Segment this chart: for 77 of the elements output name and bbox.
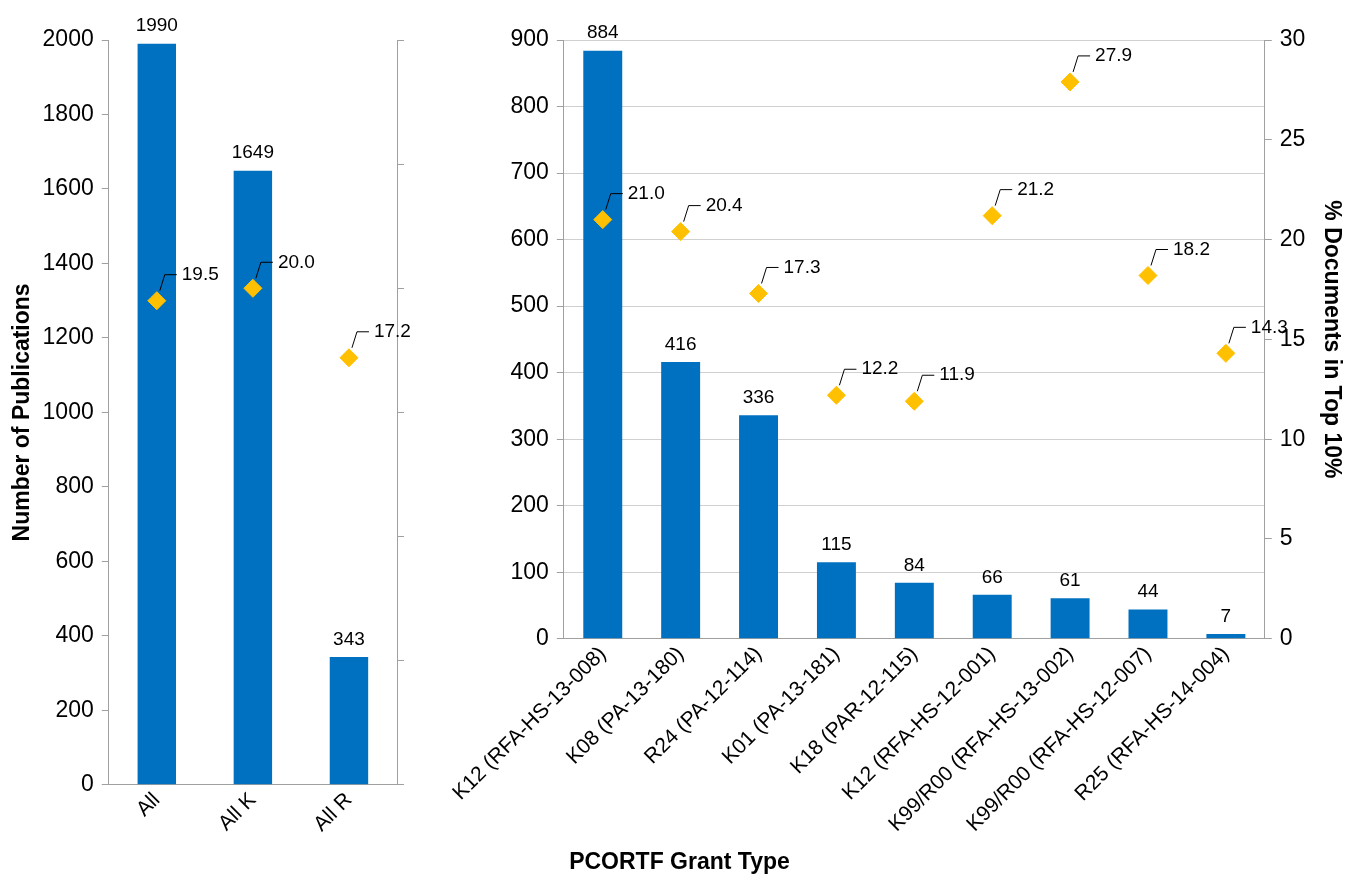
data-label: 44: [1137, 580, 1159, 602]
y-tick-label: 400: [510, 357, 549, 384]
bar: [1206, 634, 1246, 639]
point: [1216, 343, 1236, 363]
y2-tick-label: 20: [1279, 224, 1306, 251]
y2-axis-title: % Documents in Top 10%: [1319, 200, 1346, 479]
data-label: 12.2: [861, 357, 899, 379]
data-label: 7: [1220, 604, 1232, 626]
data-label: 17.3: [783, 255, 821, 277]
data-label: 416: [664, 332, 697, 354]
data-label: 1649: [231, 141, 275, 163]
point: [593, 210, 613, 230]
y-tick-label: 500: [510, 291, 549, 318]
bar: [233, 170, 273, 785]
y-tick-label: 1400: [42, 248, 94, 275]
data-label: 19.5: [181, 262, 219, 284]
y-tick-label: 400: [55, 621, 94, 648]
y-tick-label: 200: [510, 491, 549, 518]
bar: [1050, 598, 1090, 639]
data-label: 343: [333, 627, 365, 649]
data-label: 1990: [135, 14, 178, 36]
y-tick-label: 2000: [42, 25, 94, 52]
y2-tick-label: 5: [1279, 524, 1293, 551]
data-label: 21.0: [627, 181, 665, 203]
point: [1060, 72, 1080, 92]
x-tick-label: All: [130, 787, 164, 821]
data-label: 884: [586, 21, 620, 43]
bar: [329, 657, 369, 785]
bar: [583, 50, 623, 639]
y-tick-label: 0: [536, 624, 549, 651]
y-tick-label: 600: [510, 224, 549, 251]
y-tick-label: 900: [510, 25, 549, 52]
data-label: 21.2: [1017, 177, 1055, 199]
bar: [661, 361, 701, 639]
data-label: 336: [742, 385, 775, 407]
point: [826, 385, 846, 405]
bar: [1128, 609, 1168, 639]
y-tick-label: 1800: [42, 99, 94, 126]
data-label: 66: [981, 565, 1003, 587]
y2-tick-label: 30: [1279, 25, 1306, 52]
point: [749, 283, 769, 303]
data-label: 84: [903, 553, 926, 575]
y-tick-label: 600: [55, 546, 94, 573]
x-tick-label: All R: [308, 787, 356, 836]
y-tick-label: 100: [510, 557, 549, 584]
y-tick-label: 1600: [42, 174, 94, 201]
x-tick-label: All K: [213, 787, 260, 835]
y-tick-label: 200: [55, 695, 94, 722]
y2-tick-label: 10: [1279, 424, 1306, 451]
data-label: 20.0: [277, 250, 315, 272]
y-tick-label: 1200: [42, 323, 94, 350]
y-axis-title: Number of Publications: [8, 283, 35, 542]
bar: [816, 562, 856, 639]
data-label: 17.2: [373, 320, 411, 342]
y2-tick-label: 25: [1279, 125, 1306, 152]
bar: [894, 582, 934, 639]
y-tick-label: 300: [510, 424, 549, 451]
point: [904, 391, 924, 411]
data-label: 27.9: [1095, 44, 1133, 66]
data-label: 20.4: [705, 193, 744, 215]
y-tick-label: 1000: [42, 397, 94, 424]
data-label: 115: [821, 532, 852, 554]
y2-tick-label: 0: [1279, 624, 1293, 651]
point: [982, 206, 1002, 226]
y-tick-label: 700: [510, 158, 549, 185]
bar: [137, 43, 177, 785]
data-label: 11.9: [939, 363, 975, 385]
y-tick-label: 800: [55, 472, 94, 499]
bar: [972, 594, 1012, 639]
point: [671, 222, 691, 242]
data-label: 18.2: [1172, 237, 1210, 259]
point: [1138, 266, 1158, 286]
y-tick-label: 800: [510, 91, 549, 118]
x-axis-title: PCORTF Grant Type: [568, 848, 791, 875]
y-tick-label: 0: [80, 770, 94, 797]
data-label: 61: [1059, 568, 1081, 590]
bar: [739, 415, 779, 639]
